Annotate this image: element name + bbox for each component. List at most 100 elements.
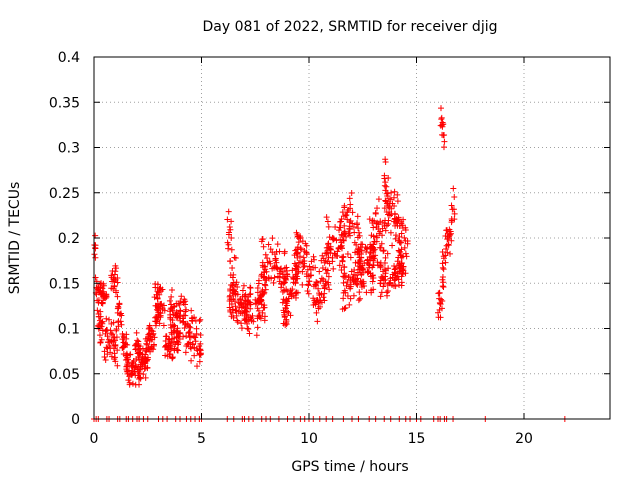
data-point [95, 297, 102, 304]
data-point [104, 333, 111, 340]
data-point [341, 287, 348, 294]
data-point [389, 242, 396, 249]
data-point [104, 345, 111, 352]
data-point [147, 348, 154, 355]
data-point [99, 299, 106, 306]
data-point [435, 309, 442, 316]
data-point [347, 254, 354, 261]
data-point [282, 304, 289, 311]
data-point [100, 295, 107, 302]
y-tick-label: 0.2 [58, 231, 80, 247]
data-point [367, 257, 374, 264]
data-point [194, 363, 201, 370]
data-point [109, 331, 116, 338]
data-point [396, 238, 403, 245]
data-point [295, 268, 302, 275]
data-point [382, 254, 389, 261]
data-point [312, 264, 319, 271]
data-point [97, 308, 104, 315]
data-point [384, 292, 391, 299]
data-point [274, 273, 281, 280]
data-point [395, 237, 402, 244]
data-point [385, 265, 392, 272]
data-point [349, 209, 356, 216]
data-point [304, 287, 311, 294]
y-tick-label: 0.05 [49, 367, 80, 383]
data-point [395, 247, 402, 254]
data-point [225, 245, 232, 252]
data-point [162, 337, 169, 344]
data-point [225, 241, 232, 248]
data-point [321, 259, 328, 266]
y-tick-label: 0.15 [49, 276, 80, 292]
data-point [391, 262, 398, 269]
data-point [182, 349, 189, 356]
data-point [194, 347, 201, 354]
data-point [397, 239, 404, 246]
data-point [334, 248, 341, 255]
data-point [345, 230, 352, 237]
data-point [341, 270, 348, 277]
data-point [305, 278, 312, 285]
data-point [356, 289, 363, 296]
data-point [176, 301, 183, 308]
data-point [254, 305, 261, 312]
data-point [327, 246, 334, 253]
data-point [122, 340, 129, 347]
data-point [129, 360, 136, 367]
data-point [336, 262, 343, 269]
data-point [396, 264, 403, 271]
data-point [292, 294, 299, 301]
data-point [143, 358, 150, 365]
data-point [269, 265, 276, 272]
data-point [106, 316, 113, 323]
data-point [181, 296, 188, 303]
data-point [234, 291, 241, 298]
data-point [314, 297, 321, 304]
data-point [344, 216, 351, 223]
data-point [192, 317, 199, 324]
data-point [358, 271, 365, 278]
data-point [224, 216, 231, 223]
data-point [262, 286, 269, 293]
data-point [229, 281, 236, 288]
data-point [232, 307, 239, 314]
y-tick-label: 0.35 [49, 95, 80, 111]
data-point [255, 307, 262, 314]
data-point [113, 265, 120, 272]
data-point [353, 280, 360, 287]
data-point [114, 309, 121, 316]
data-point [92, 254, 99, 261]
data-point [398, 254, 405, 261]
data-point [182, 312, 189, 319]
data-point [279, 288, 286, 295]
data-point [120, 344, 127, 351]
data-point [128, 370, 135, 377]
data-point [227, 226, 234, 233]
data-point [355, 259, 362, 266]
data-point [388, 205, 395, 212]
data-point [314, 318, 321, 325]
data-point [340, 279, 347, 286]
data-point [284, 273, 291, 280]
data-point [135, 354, 142, 361]
data-point [320, 276, 327, 283]
data-point [168, 293, 175, 300]
data-point [404, 238, 411, 245]
data-point [167, 346, 174, 353]
data-point [234, 317, 241, 324]
data-point [378, 240, 385, 247]
data-point [294, 254, 301, 261]
data-point [342, 272, 349, 279]
data-point [358, 247, 365, 254]
data-point [436, 295, 443, 302]
data-point [377, 244, 384, 251]
data-point [254, 289, 261, 296]
data-point [162, 352, 169, 359]
data-point [304, 266, 311, 273]
data-point [316, 290, 323, 297]
data-point [153, 318, 160, 325]
data-point [99, 327, 106, 334]
data-point [330, 265, 337, 272]
data-point [148, 343, 155, 350]
